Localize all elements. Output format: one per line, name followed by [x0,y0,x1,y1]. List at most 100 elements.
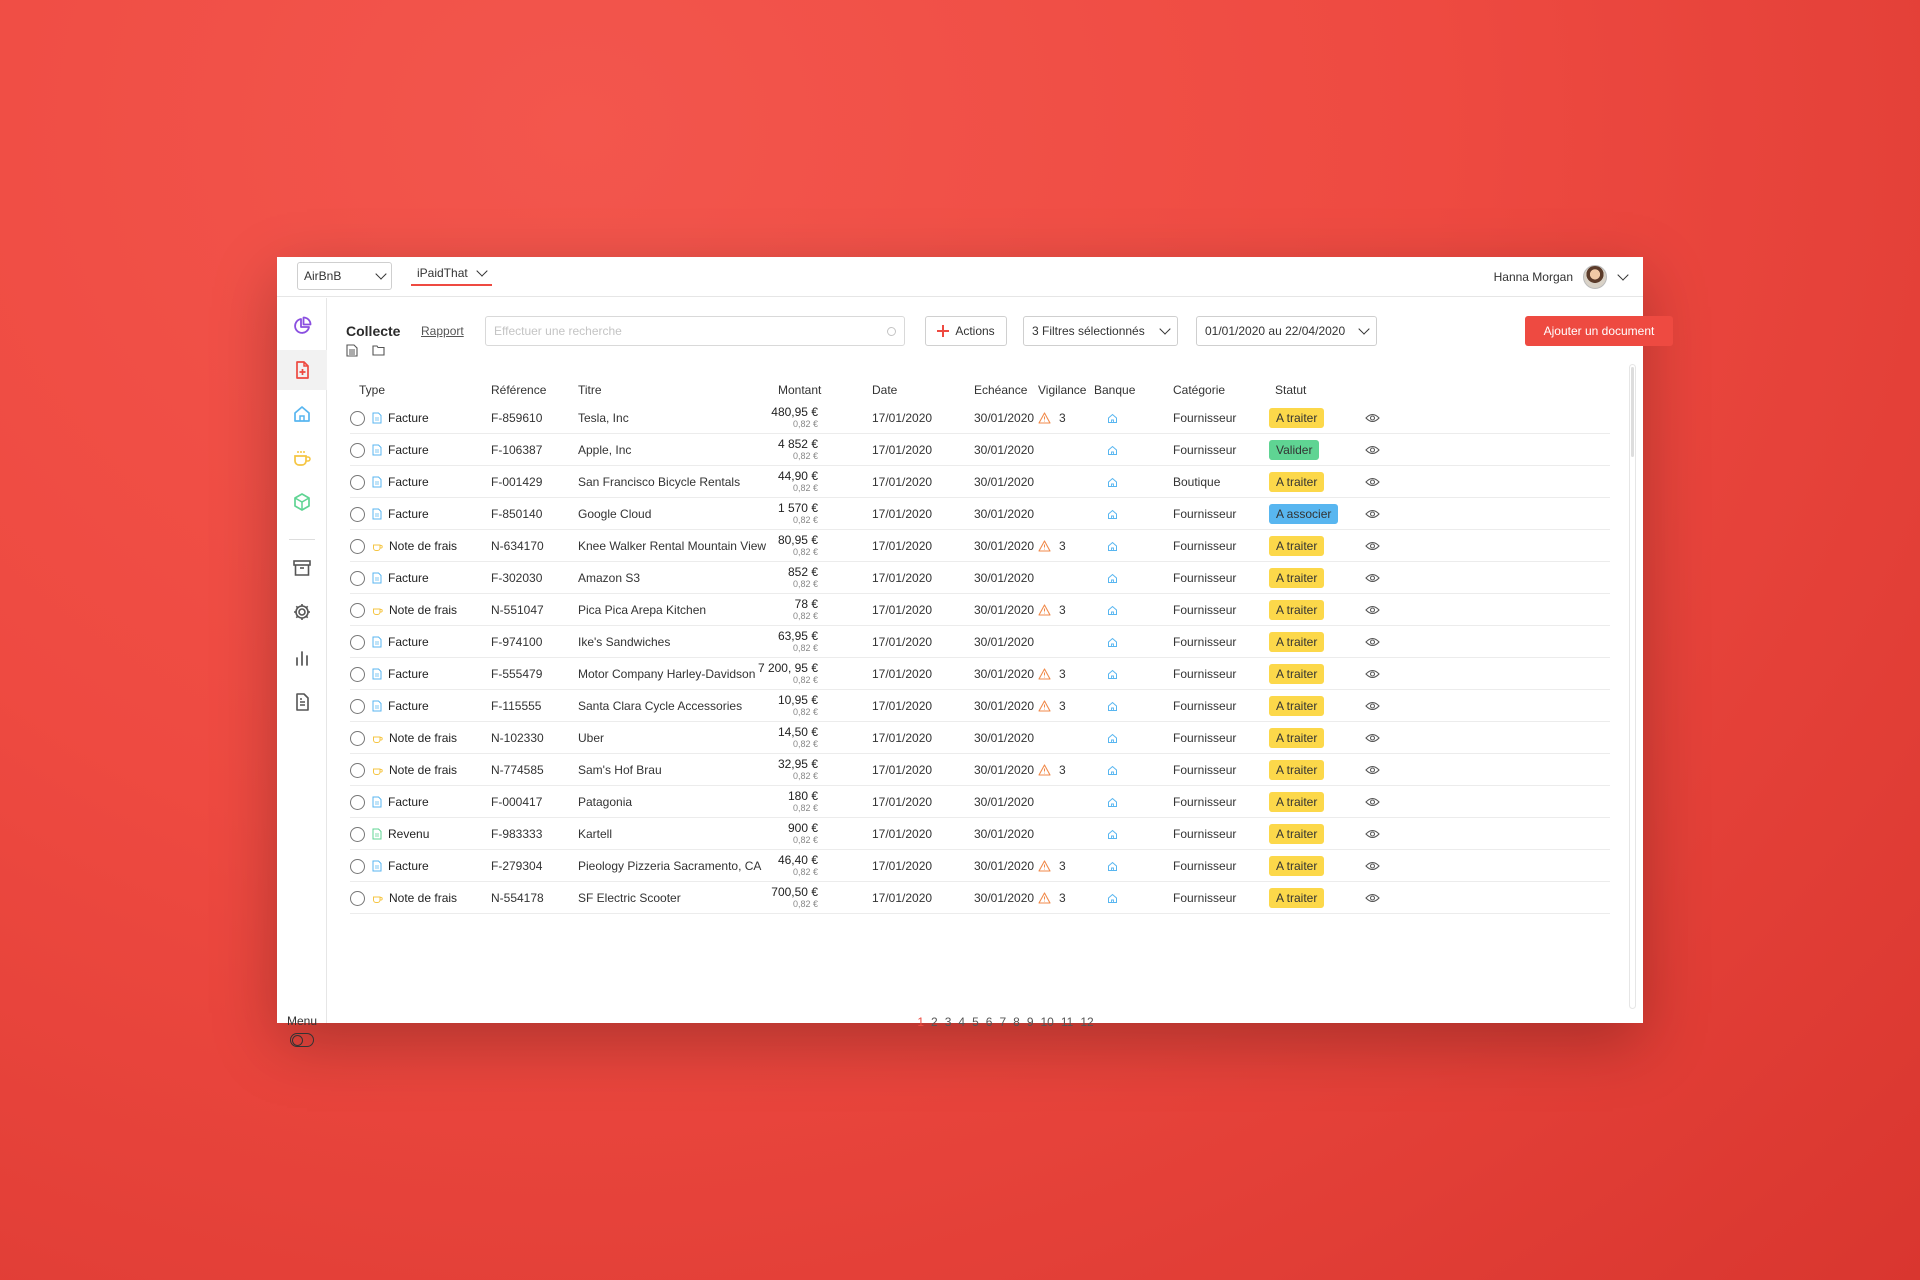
sidebar-item-banque[interactable] [277,394,327,434]
table-row[interactable]: Note de frais N-554178 SF Electric Scooter… [350,882,1610,914]
status-badge[interactable]: A traiter [1269,696,1325,716]
column-header-echeance[interactable]: Echéance [974,383,1028,397]
preview-cell[interactable] [1365,722,1380,754]
preview-cell[interactable] [1365,626,1380,658]
status-cell[interactable]: A traiter [1269,530,1325,562]
preview-cell[interactable] [1365,434,1380,466]
bank-cell[interactable] [1107,722,1118,754]
status-cell[interactable]: A associer [1269,498,1339,530]
status-badge[interactable]: A traiter [1269,792,1325,812]
row-select-radio[interactable] [350,690,365,722]
table-row[interactable]: Revenu F-983333 Kartell 900 €0,82 € 17/01/20… [350,818,1610,850]
eye-icon[interactable] [1365,797,1380,807]
row-select-radio[interactable] [350,466,365,498]
eye-icon[interactable] [1365,637,1380,647]
preview-cell[interactable] [1365,882,1380,914]
sidebar-item-settings[interactable] [277,592,327,632]
row-select-radio[interactable] [350,530,365,562]
page-link[interactable]: 5 [972,1015,979,1029]
status-badge[interactable]: A traiter [1269,760,1325,780]
table-row[interactable]: Facture F-302030 Amazon S3 852 €0,82 € 17/01… [350,562,1610,594]
date-range-select[interactable]: 01/01/2020 au 22/04/2020 [1196,316,1377,346]
column-header-reference[interactable]: Référence [491,383,547,397]
company-select[interactable]: AirBnB [297,262,392,290]
preview-cell[interactable] [1365,562,1380,594]
eye-icon[interactable] [1365,605,1380,615]
bank-cell[interactable] [1107,530,1118,562]
status-cell[interactable]: A traiter [1269,722,1325,754]
table-row[interactable]: Facture F-115555 Santa Clara Cycle Accesso… [350,690,1610,722]
status-cell[interactable]: A traiter [1269,402,1325,434]
bank-icon[interactable] [1107,861,1118,872]
eye-icon[interactable] [1365,477,1380,487]
column-header-date[interactable]: Date [872,383,898,397]
status-cell[interactable]: A traiter [1269,626,1325,658]
bank-cell[interactable] [1107,498,1118,530]
bank-cell[interactable] [1107,402,1118,434]
column-header-categorie[interactable]: Catégorie [1173,383,1226,397]
radio-button[interactable] [350,474,365,490]
column-header-montant[interactable]: Montant [778,383,822,397]
status-cell[interactable]: A traiter [1269,594,1325,626]
status-badge[interactable]: A traiter [1269,632,1325,652]
bank-cell[interactable] [1107,882,1118,914]
bank-cell[interactable] [1107,626,1118,658]
status-badge[interactable]: A traiter [1269,824,1325,844]
bank-icon[interactable] [1107,605,1118,616]
table-row[interactable]: Note de frais N-774585 Sam's Hof Brau 32,95… [350,754,1610,786]
preview-cell[interactable] [1365,658,1380,690]
preview-cell[interactable] [1365,594,1380,626]
eye-icon[interactable] [1365,541,1380,551]
actions-button[interactable]: Actions [925,316,1007,346]
status-badge[interactable]: A traiter [1269,472,1325,492]
search-input[interactable] [485,316,905,346]
row-select-radio[interactable] [350,818,365,850]
radio-button[interactable] [350,570,365,586]
preview-cell[interactable] [1365,530,1380,562]
bank-icon[interactable] [1107,445,1118,456]
radio-button[interactable] [350,730,365,746]
preview-cell[interactable] [1365,498,1380,530]
bank-cell[interactable] [1107,434,1118,466]
eye-icon[interactable] [1365,445,1380,455]
table-scrollbar[interactable] [1629,364,1636,1009]
radio-button[interactable] [350,410,365,426]
status-badge[interactable]: Valider [1269,440,1320,460]
table-row[interactable]: Facture F-974100 Ike's Sandwiches 63,95 €0,… [350,626,1610,658]
page-link[interactable]: 1 [917,1015,924,1029]
radio-button[interactable] [350,634,365,650]
user-menu[interactable]: Hanna Morgan [1494,263,1629,291]
page-link[interactable]: 4 [958,1015,966,1029]
page-link[interactable]: 11 [1060,1015,1074,1029]
status-cell[interactable]: A traiter [1269,562,1325,594]
row-select-radio[interactable] [350,786,365,818]
preview-cell[interactable] [1365,850,1380,882]
column-header-vigilance[interactable]: Vigilance [1038,383,1087,397]
table-row[interactable]: Facture F-000417 Patagonia 180 €0,82 € 17/01… [350,786,1610,818]
bank-cell[interactable] [1107,658,1118,690]
table-row[interactable]: Facture F-555479 Motor Company Harley-Davi… [350,658,1610,690]
page-link[interactable]: 8 [1013,1015,1020,1029]
row-select-radio[interactable] [350,594,365,626]
page-link[interactable]: 7 [999,1015,1007,1029]
bank-icon[interactable] [1107,669,1118,680]
preview-cell[interactable] [1365,786,1380,818]
bank-cell[interactable] [1107,562,1118,594]
menu-toggle[interactable] [290,1033,314,1047]
page-link[interactable]: 9 [1026,1015,1034,1029]
radio-button[interactable] [350,858,365,874]
eye-icon[interactable] [1365,733,1380,743]
row-select-radio[interactable] [350,626,365,658]
eye-icon[interactable] [1365,829,1380,839]
row-select-radio[interactable] [350,434,365,466]
status-cell[interactable]: A traiter [1269,690,1325,722]
row-select-radio[interactable] [350,402,365,434]
row-select-radio[interactable] [350,722,365,754]
radio-button[interactable] [350,602,365,618]
sidebar-item-documents[interactable] [277,682,327,722]
table-row[interactable]: Facture F-850140 Google Cloud 1 570 €0,82 €… [350,498,1610,530]
sidebar-item-notes[interactable] [277,438,327,478]
list-view-icon[interactable] [346,344,358,357]
radio-button[interactable] [350,794,365,810]
bank-cell[interactable] [1107,754,1118,786]
